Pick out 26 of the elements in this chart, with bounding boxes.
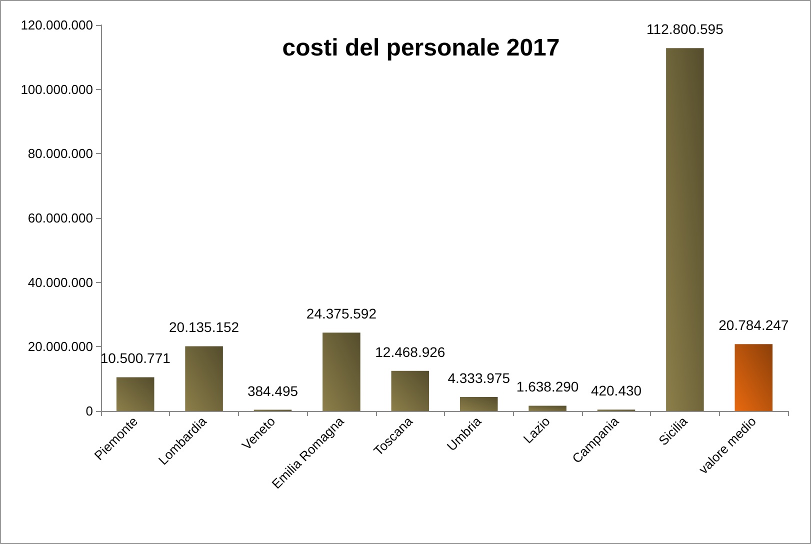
data-label: 112.800.595 xyxy=(646,21,724,38)
data-label: 4.333.975 xyxy=(448,370,510,386)
bar xyxy=(116,377,154,411)
y-tick-label: 120.000.000 xyxy=(20,18,93,32)
bar xyxy=(460,397,498,411)
bar xyxy=(666,48,704,411)
bar xyxy=(528,406,566,411)
data-label: 12.468.926 xyxy=(375,344,446,360)
data-label: 384.495 xyxy=(247,382,298,399)
data-label: 420.430 xyxy=(590,382,642,399)
data-label: 24.375.592 xyxy=(306,306,377,322)
data-label: 20.135.152 xyxy=(169,319,240,336)
y-tick-label: 0 xyxy=(86,404,93,418)
bar xyxy=(734,344,773,411)
y-tick-label: 100.000.000 xyxy=(20,82,93,97)
data-label: 20.784.247 xyxy=(718,317,789,334)
data-label: 10.500.771 xyxy=(100,350,171,366)
y-tick-label: 80.000.000 xyxy=(28,146,93,162)
bar xyxy=(185,346,223,411)
y-tick-label: 20.000.000 xyxy=(28,339,93,354)
bar xyxy=(322,332,360,411)
data-label: 1.638.290 xyxy=(516,378,579,395)
y-tick-label: 60.000.000 xyxy=(28,210,93,226)
y-tick-label: 40.000.000 xyxy=(28,274,93,290)
bar xyxy=(391,370,430,411)
chart-title: costi del personale 2017 xyxy=(282,34,560,62)
